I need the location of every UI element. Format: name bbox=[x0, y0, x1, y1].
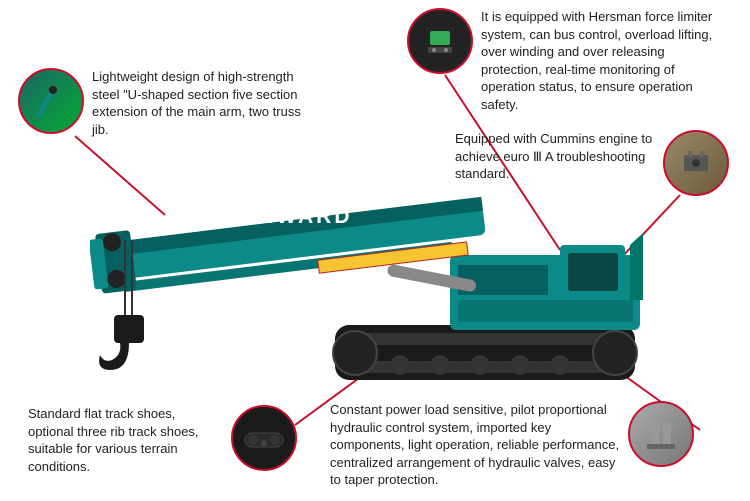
detail-control-panel-icon bbox=[407, 8, 473, 74]
detail-hydraulic-icon bbox=[628, 401, 694, 467]
callout-text: It is equipped with Hersman force limite… bbox=[481, 8, 716, 113]
detail-engine-icon bbox=[663, 130, 729, 196]
callout-text: Constant power load sensitive, pilot pro… bbox=[330, 401, 620, 489]
callout-top-left: Lightweight design of high-strength stee… bbox=[18, 68, 307, 138]
brand-logo: SUNWARD bbox=[223, 205, 353, 229]
callout-text: Standard flat track shoes, optional thre… bbox=[28, 405, 223, 475]
callout-top-right: It is equipped with Hersman force limite… bbox=[407, 8, 716, 113]
callout-mid-right: Equipped with Cummins engine to achieve … bbox=[455, 130, 729, 196]
callout-bottom-left: Standard flat track shoes, optional thre… bbox=[28, 405, 297, 475]
callout-text: Equipped with Cummins engine to achieve … bbox=[455, 130, 655, 183]
callout-text: Lightweight design of high-strength stee… bbox=[92, 68, 307, 138]
callout-bottom-right: Constant power load sensitive, pilot pro… bbox=[330, 401, 694, 489]
detail-boom-head-icon bbox=[18, 68, 84, 134]
detail-track-icon bbox=[231, 405, 297, 471]
crane-illustration bbox=[90, 165, 660, 395]
